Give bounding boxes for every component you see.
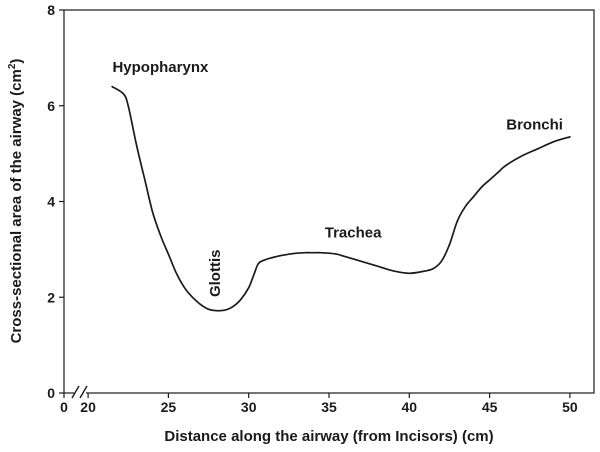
x-tick-label: 20 <box>80 399 96 415</box>
series-line-airway-area <box>111 85 571 312</box>
y-tick-label: 2 <box>47 289 55 305</box>
y-axis-title: Cross-sectional area of the airway (cm2) <box>7 59 25 344</box>
annotations: Hypopharynx Glottis Trachea Bronchi <box>112 59 562 297</box>
x-axis-break-mark <box>71 385 88 400</box>
y-tick-label: 0 <box>47 385 55 401</box>
x-tick-label: 35 <box>321 399 337 415</box>
y-tick-label: 4 <box>47 194 55 210</box>
annotation-trachea: Trachea <box>325 224 382 241</box>
y-axis-ticks: 0 2 4 6 8 <box>47 2 64 401</box>
annotation-hypopharynx: Hypopharynx <box>112 59 209 76</box>
x-tick-label: 45 <box>482 399 498 415</box>
y-axis-title-superscript: 2 <box>7 63 18 69</box>
x-tick-label: 30 <box>241 399 257 415</box>
x-tick-label: 50 <box>562 399 578 415</box>
annotation-glottis: Glottis <box>207 250 224 298</box>
annotation-bronchi: Bronchi <box>506 117 563 134</box>
x-tick-label: 40 <box>402 399 418 415</box>
y-axis-title-end: ) <box>8 59 25 64</box>
x-tick-label: 25 <box>161 399 177 415</box>
y-axis-title-main: Cross-sectional area of the airway (cm <box>8 69 25 343</box>
x-axis-title: Distance along the airway (from Incisors… <box>164 428 493 445</box>
y-tick-label: 6 <box>47 98 55 114</box>
x-axis-ticks: 0 20 25 30 35 40 45 50 <box>60 393 578 415</box>
y-tick-label: 8 <box>47 2 55 18</box>
x-tick-label: 0 <box>60 399 68 415</box>
